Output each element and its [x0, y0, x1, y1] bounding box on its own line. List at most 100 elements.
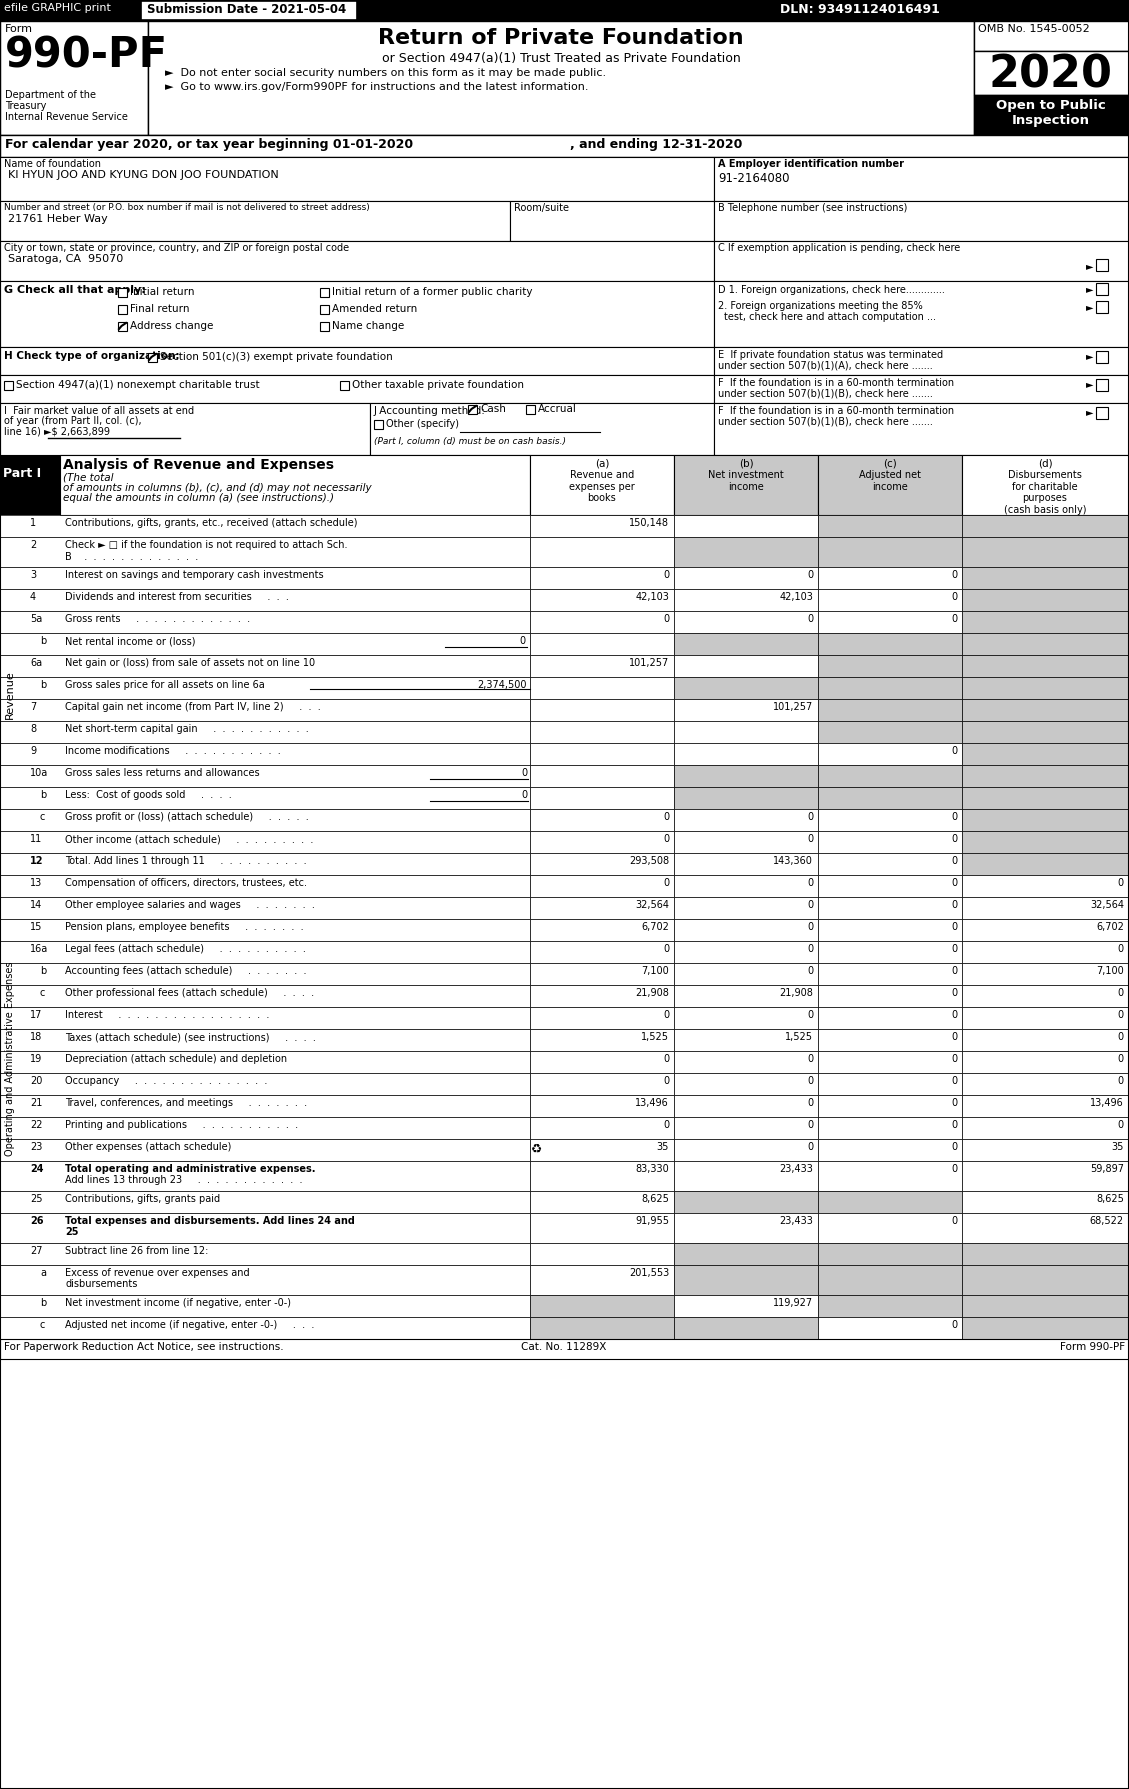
Text: D 1. Foreign organizations, check here.............: D 1. Foreign organizations, check here..…	[718, 284, 945, 295]
Bar	[0, 1243, 530, 1265]
Bar	[0, 281, 714, 347]
Bar	[530, 612, 674, 633]
Text: B Telephone number (see instructions): B Telephone number (see instructions)	[718, 202, 908, 213]
Text: 91-2164080: 91-2164080	[718, 172, 789, 184]
Text: Taxes (attach schedule) (see instructions)     .  .  .  .: Taxes (attach schedule) (see instruction…	[65, 1032, 316, 1041]
Bar	[148, 21, 974, 134]
Text: 8,625: 8,625	[1096, 1193, 1124, 1204]
Text: 2020: 2020	[989, 54, 1113, 97]
Bar	[674, 1050, 819, 1073]
Bar	[5, 381, 14, 390]
Text: Gross rents     .  .  .  .  .  .  .  .  .  .  .  .  .: Gross rents . . . . . . . . . . . . .	[65, 614, 251, 624]
Bar	[0, 962, 530, 986]
Text: Form: Form	[5, 23, 33, 34]
Bar	[0, 875, 530, 896]
Bar	[819, 787, 962, 809]
Text: 990-PF: 990-PF	[5, 34, 168, 75]
Bar	[962, 1050, 1129, 1073]
Bar	[530, 875, 674, 896]
Text: Adjusted net
income: Adjusted net income	[859, 471, 921, 492]
Text: Internal Revenue Service: Internal Revenue Service	[5, 113, 128, 122]
Bar	[962, 1073, 1129, 1095]
Text: c: c	[40, 812, 45, 821]
Text: 150,148: 150,148	[629, 519, 669, 528]
Text: 3: 3	[30, 571, 36, 580]
Text: City or town, state or province, country, and ZIP or foreign postal code: City or town, state or province, country…	[5, 243, 349, 252]
Bar	[530, 986, 674, 1007]
Bar	[962, 986, 1129, 1007]
Bar	[148, 352, 157, 361]
Text: 0: 0	[663, 945, 669, 954]
Text: C If exemption application is pending, check here: C If exemption application is pending, c…	[718, 243, 961, 252]
Text: 0: 0	[1118, 945, 1124, 954]
Text: 0: 0	[951, 900, 957, 911]
Text: ►: ►	[1086, 261, 1094, 270]
Bar	[0, 1140, 530, 1161]
Text: 32,564: 32,564	[1089, 900, 1124, 911]
Bar	[530, 941, 674, 962]
Text: of year (from Part II, col. (c),: of year (from Part II, col. (c),	[5, 417, 141, 426]
Bar	[0, 809, 530, 832]
Text: Name of foundation: Name of foundation	[5, 159, 100, 168]
Text: F  If the foundation is in a 60-month termination: F If the foundation is in a 60-month ter…	[718, 377, 954, 388]
Text: 0: 0	[519, 637, 525, 646]
Text: For calendar year 2020, or tax year beginning 01-01-2020: For calendar year 2020, or tax year begi…	[5, 138, 413, 150]
Text: 68,522: 68,522	[1089, 1217, 1124, 1225]
Bar	[819, 567, 962, 589]
Text: A Employer identification number: A Employer identification number	[718, 159, 904, 168]
Text: 0: 0	[807, 1054, 813, 1064]
Text: Subtract line 26 from line 12:: Subtract line 26 from line 12:	[65, 1245, 209, 1256]
Bar	[714, 281, 1129, 347]
Text: Dividends and interest from securities     .  .  .: Dividends and interest from securities .…	[65, 592, 289, 603]
Text: 35: 35	[1112, 1141, 1124, 1152]
Text: KI HYUN JOO AND KYUNG DON JOO FOUNDATION: KI HYUN JOO AND KYUNG DON JOO FOUNDATION	[8, 170, 279, 181]
Text: I  Fair market value of all assets at end: I Fair market value of all assets at end	[5, 406, 194, 417]
Bar	[819, 1116, 962, 1140]
Text: 21,908: 21,908	[779, 988, 813, 998]
Bar	[962, 567, 1129, 589]
Text: 21: 21	[30, 1098, 43, 1107]
Bar	[819, 853, 962, 875]
Bar	[119, 304, 126, 315]
Text: 2,374,500: 2,374,500	[478, 680, 527, 691]
Text: Net gain or (loss) from sale of assets not on line 10: Net gain or (loss) from sale of assets n…	[65, 658, 315, 667]
Text: Other professional fees (attach schedule)     .  .  .  .: Other professional fees (attach schedule…	[65, 988, 314, 998]
Bar	[962, 1095, 1129, 1116]
Text: 42,103: 42,103	[636, 592, 669, 603]
Bar	[819, 1140, 962, 1161]
Text: For Paperwork Reduction Act Notice, see instructions.: For Paperwork Reduction Act Notice, see …	[5, 1342, 283, 1352]
Bar	[819, 1191, 962, 1213]
Bar	[819, 1050, 962, 1073]
Bar	[674, 515, 819, 537]
Bar	[119, 322, 126, 331]
Text: Final return: Final return	[130, 304, 190, 315]
Bar	[962, 962, 1129, 986]
Text: 0: 0	[807, 900, 813, 911]
Bar	[674, 1265, 819, 1295]
Bar	[0, 1338, 1129, 1360]
Text: 101,257: 101,257	[629, 658, 669, 667]
Bar	[0, 403, 370, 454]
Text: 101,257: 101,257	[772, 701, 813, 712]
Text: H Check type of organization:: H Check type of organization:	[5, 351, 180, 361]
Bar	[819, 1213, 962, 1243]
Bar	[819, 941, 962, 962]
Bar	[674, 920, 819, 941]
Text: 0: 0	[807, 614, 813, 624]
Text: c: c	[40, 988, 45, 998]
Text: 0: 0	[1118, 1054, 1124, 1064]
Text: 0: 0	[951, 921, 957, 932]
Bar	[530, 1317, 674, 1338]
Bar	[674, 832, 819, 853]
Text: a: a	[40, 1268, 46, 1277]
Text: 0: 0	[951, 855, 957, 866]
Text: 0: 0	[951, 1011, 957, 1020]
Bar	[962, 655, 1129, 676]
Text: Occupancy     .  .  .  .  .  .  .  .  .  .  .  .  .  .  .: Occupancy . . . . . . . . . . . . . . .	[65, 1075, 268, 1086]
Text: 59,897: 59,897	[1089, 1165, 1124, 1174]
Bar	[674, 962, 819, 986]
Text: F  If the foundation is in a 60-month termination: F If the foundation is in a 60-month ter…	[718, 406, 954, 417]
Bar	[674, 787, 819, 809]
Bar	[530, 1073, 674, 1095]
Text: 0: 0	[1118, 1120, 1124, 1131]
